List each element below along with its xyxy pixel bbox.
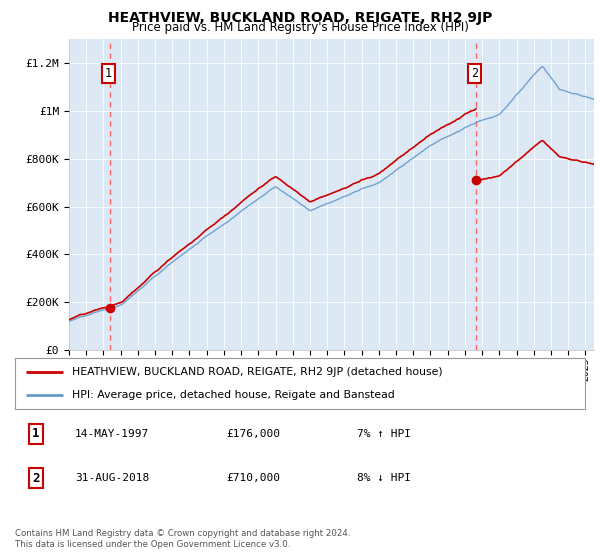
Text: HEATHVIEW, BUCKLAND ROAD, REIGATE, RH2 9JP (detached house): HEATHVIEW, BUCKLAND ROAD, REIGATE, RH2 9… (72, 367, 443, 377)
Text: £176,000: £176,000 (226, 429, 280, 439)
Text: 1: 1 (104, 67, 112, 81)
Text: 8% ↓ HPI: 8% ↓ HPI (357, 473, 411, 483)
Text: 31-AUG-2018: 31-AUG-2018 (75, 473, 149, 483)
Text: HEATHVIEW, BUCKLAND ROAD, REIGATE, RH2 9JP: HEATHVIEW, BUCKLAND ROAD, REIGATE, RH2 9… (108, 11, 492, 25)
Text: Contains HM Land Registry data © Crown copyright and database right 2024.
This d: Contains HM Land Registry data © Crown c… (15, 529, 350, 549)
Text: 7% ↑ HPI: 7% ↑ HPI (357, 429, 411, 439)
Text: HPI: Average price, detached house, Reigate and Banstead: HPI: Average price, detached house, Reig… (72, 390, 395, 400)
Text: 2: 2 (471, 67, 478, 81)
Text: 2: 2 (32, 472, 40, 484)
Text: £710,000: £710,000 (226, 473, 280, 483)
Text: 1: 1 (32, 427, 40, 440)
Text: 14-MAY-1997: 14-MAY-1997 (75, 429, 149, 439)
Text: Price paid vs. HM Land Registry's House Price Index (HPI): Price paid vs. HM Land Registry's House … (131, 21, 469, 34)
